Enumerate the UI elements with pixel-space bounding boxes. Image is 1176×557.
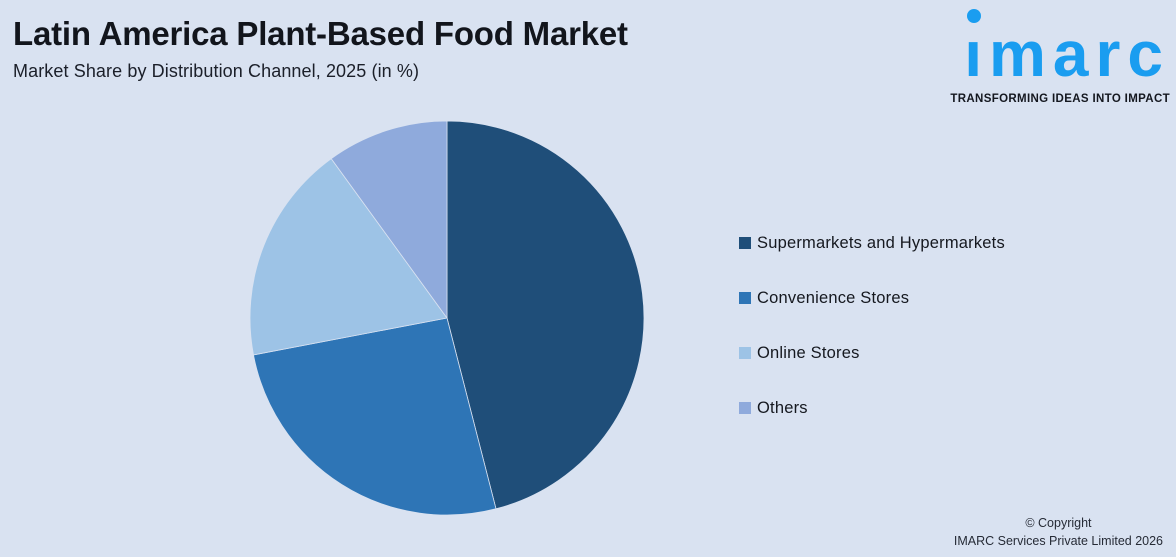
logo-dot-icon [967, 9, 982, 23]
pie-slice-online-stores [249, 158, 448, 356]
legend-label: Others [757, 398, 808, 417]
chart-legend: Supermarkets and Hypermarkets Convenienc… [739, 232, 1005, 452]
pie-slice-others [330, 120, 448, 320]
legend-item-online-stores: Online Stores [739, 342, 1005, 364]
header: Latin America Plant-Based Food Market Ma… [13, 15, 628, 82]
copyright-line1: © Copyright [1025, 516, 1092, 530]
legend-label: Online Stores [757, 343, 860, 362]
copyright-line2: IMARC Services Private Limited 2026 [953, 534, 1163, 548]
pie-chart [249, 120, 645, 516]
imarc-logo: ımarc TRANSFORMING IDEAS INTO IMPACT [938, 0, 1170, 112]
legend-label: Convenience Stores [757, 288, 910, 307]
logo-tagline: TRANSFORMING IDEAS INTO IMPACT [950, 93, 1170, 105]
legend-label: Supermarkets and Hypermarkets [757, 233, 1005, 252]
page-title: Latin America Plant-Based Food Market [13, 15, 628, 52]
legend-swatch-icon [739, 402, 751, 414]
legend-swatch-icon [739, 237, 751, 249]
legend-item-others: Others [739, 397, 1005, 419]
pie-chart-container [249, 120, 645, 516]
legend-swatch-icon [739, 292, 751, 304]
copyright-notice: © Copyright IMARC Services Private Limit… [954, 514, 1163, 550]
legend-swatch-icon [739, 347, 751, 359]
pie-slice-supermarkets-and-hypermarkets [446, 120, 645, 510]
logo-wordmark: ımarc [964, 18, 1170, 90]
pie-slice-convenience-stores [253, 317, 497, 516]
page-subtitle: Market Share by Distribution Channel, 20… [13, 61, 420, 82]
legend-item-convenience-stores: Convenience Stores [739, 287, 1005, 309]
legend-item-supermarkets-and-hypermarkets: Supermarkets and Hypermarkets [739, 232, 1005, 254]
